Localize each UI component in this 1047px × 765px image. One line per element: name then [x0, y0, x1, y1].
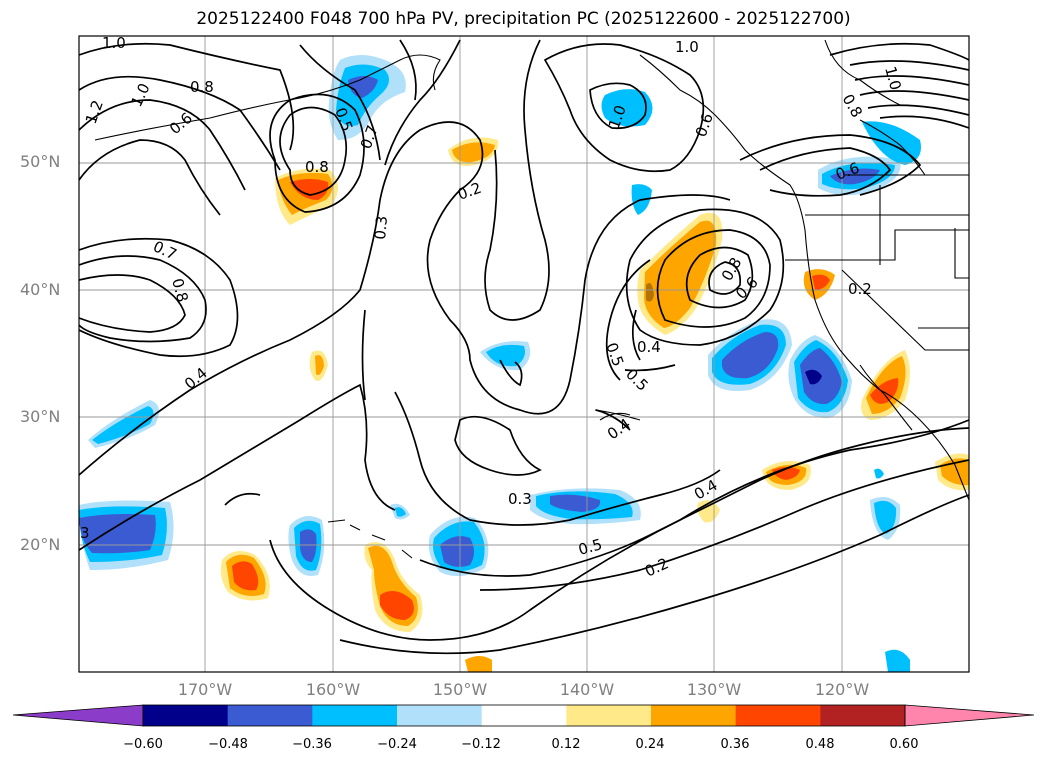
lat-label-30n: 30°N	[20, 407, 61, 426]
colorbar-tick: −0.48	[208, 737, 248, 752]
contour-label: 1.0	[881, 64, 905, 92]
colorbar-segment	[905, 705, 1034, 726]
contour-label: 3	[80, 524, 90, 542]
contour-label: 0.8	[190, 78, 214, 96]
colorbar-segment	[566, 705, 652, 726]
contour-label: 0.5	[576, 535, 604, 559]
contour-label: 0.3	[508, 490, 532, 508]
contour-label: 0.4	[637, 338, 661, 356]
contour-label: 0.8	[305, 158, 329, 176]
colorbar-segment	[820, 705, 906, 726]
lat-label-40n: 40°N	[20, 280, 61, 299]
colorbar-tick: 0.48	[805, 737, 835, 752]
pv-contours	[79, 39, 969, 655]
colorbar-tick: −0.36	[292, 737, 332, 752]
colorbar-segment	[13, 705, 143, 726]
lon-label-170w: 170°W	[177, 680, 233, 699]
colorbar-segment	[481, 705, 567, 726]
map-frame	[78, 35, 970, 673]
colorbar-segment	[143, 705, 229, 726]
colorbar-segment	[735, 705, 821, 726]
colorbar-tick: −0.12	[461, 737, 501, 752]
contour-label: 0.2	[848, 280, 872, 298]
lon-label-130w: 130°W	[686, 680, 742, 699]
colorbar-tick: 0.60	[889, 737, 919, 752]
contour-label: 1.0	[675, 38, 699, 56]
colorbar-tick: 0.12	[551, 737, 581, 752]
lat-label-50n: 50°N	[20, 152, 61, 171]
contour-label: 0.8	[168, 276, 192, 304]
lon-label-150w: 150°W	[432, 680, 488, 699]
lon-label-120w: 120°W	[814, 680, 870, 699]
lon-label-140w: 140°W	[559, 680, 615, 699]
colorbar-tick: 0.36	[720, 737, 750, 752]
contour-label: 0.3	[371, 215, 391, 240]
lon-label-160w: 160°W	[305, 680, 361, 699]
colorbar-segment	[651, 705, 737, 726]
colorbar-segment	[227, 705, 313, 726]
colorbar-tick: 0.24	[635, 737, 665, 752]
colorbar-tick: −0.60	[123, 737, 163, 752]
lat-label-20n: 20°N	[20, 535, 61, 554]
colorbar-segment	[312, 705, 398, 726]
colorbar-segment	[397, 705, 483, 726]
map-title: 2025122400 F048 700 hPa PV, precipitatio…	[196, 9, 851, 29]
contour-label: 1.0	[102, 34, 126, 52]
map-panel: 1.0 1.2 1.0 0.8 0.6 0.5 0.7 0.8 0.3 0.2 …	[78, 34, 970, 673]
colorbar-tick: −0.24	[377, 737, 417, 752]
